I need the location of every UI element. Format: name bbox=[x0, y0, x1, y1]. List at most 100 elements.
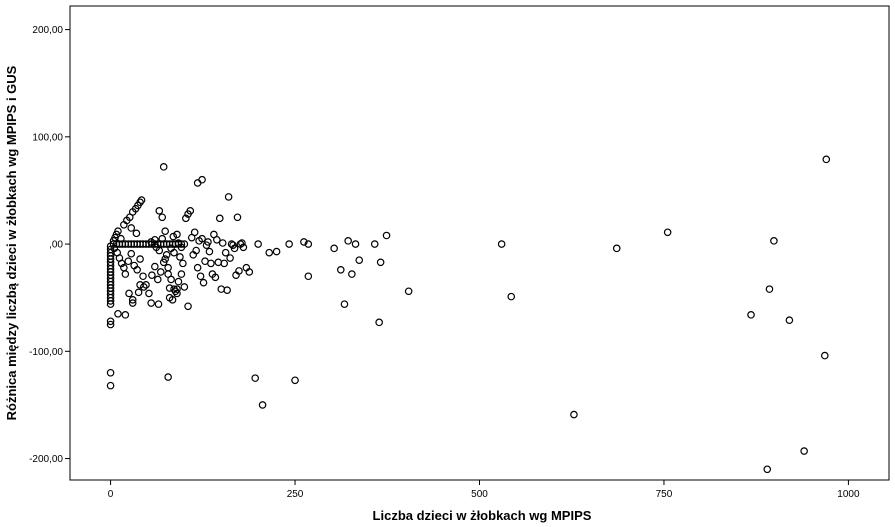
data-point bbox=[106, 320, 115, 329]
y-tick-label: ,00 bbox=[49, 240, 63, 251]
data-point bbox=[137, 196, 146, 204]
data-point bbox=[254, 240, 262, 248]
data-point bbox=[196, 272, 205, 281]
data-point bbox=[190, 228, 199, 237]
data-point bbox=[147, 238, 155, 246]
data-point bbox=[128, 296, 137, 304]
data-point bbox=[159, 163, 168, 171]
data-point bbox=[235, 267, 243, 275]
data-point bbox=[184, 302, 192, 311]
data-point bbox=[151, 235, 159, 244]
data-point bbox=[106, 368, 115, 377]
data-point bbox=[161, 227, 169, 236]
data-point bbox=[117, 259, 126, 268]
data-point bbox=[117, 234, 125, 243]
data-point bbox=[220, 259, 229, 268]
data-point bbox=[106, 381, 115, 390]
data-point bbox=[106, 297, 115, 305]
data-point bbox=[238, 239, 246, 247]
data-point bbox=[192, 246, 200, 255]
data-point bbox=[265, 248, 274, 257]
data-point bbox=[245, 268, 254, 276]
x-tick-label: 250 bbox=[287, 489, 304, 500]
data-point bbox=[233, 213, 242, 222]
x-tick-label: 500 bbox=[471, 489, 488, 500]
data-point bbox=[251, 374, 259, 382]
data-point bbox=[785, 316, 794, 325]
data-point bbox=[145, 289, 153, 298]
data-point bbox=[151, 262, 159, 271]
data-point bbox=[821, 351, 829, 360]
data-point bbox=[173, 289, 181, 298]
data-point bbox=[211, 273, 220, 282]
data-point bbox=[205, 247, 214, 256]
data-point bbox=[404, 287, 413, 296]
data-point bbox=[167, 275, 175, 284]
data-point bbox=[272, 247, 281, 256]
data-point bbox=[164, 373, 172, 381]
data-point bbox=[180, 283, 189, 291]
data-point bbox=[258, 401, 267, 409]
data-point bbox=[747, 311, 755, 319]
data-point bbox=[139, 283, 148, 291]
data-point bbox=[155, 207, 164, 215]
data-point bbox=[106, 317, 115, 326]
data-point bbox=[763, 465, 772, 474]
data-point bbox=[202, 241, 211, 249]
data-point bbox=[179, 259, 187, 268]
data-point bbox=[127, 249, 136, 258]
data-point bbox=[612, 244, 621, 253]
data-point bbox=[198, 175, 206, 184]
data-point bbox=[221, 248, 230, 257]
data-point bbox=[370, 240, 379, 248]
data-point bbox=[161, 255, 169, 263]
data-point bbox=[218, 239, 227, 247]
data-point bbox=[134, 288, 143, 297]
data-point bbox=[155, 246, 164, 255]
y-tick-label: -200,00 bbox=[29, 454, 63, 465]
data-point bbox=[663, 228, 672, 237]
x-tick-label: 1000 bbox=[837, 489, 860, 500]
y-tick-label: 200,00 bbox=[32, 25, 63, 36]
data-point bbox=[800, 447, 808, 455]
data-point bbox=[139, 272, 147, 281]
data-point bbox=[226, 254, 234, 262]
data-point bbox=[132, 229, 141, 238]
data-point bbox=[114, 227, 122, 236]
data-point bbox=[158, 234, 167, 243]
data-point bbox=[300, 238, 308, 246]
x-axis: 0 250 500 750 1000 bbox=[108, 480, 860, 500]
data-point bbox=[291, 376, 299, 385]
data-point bbox=[199, 278, 208, 287]
data-point bbox=[348, 270, 356, 278]
data-point bbox=[182, 214, 190, 223]
data-point bbox=[165, 284, 174, 292]
data-point bbox=[382, 231, 391, 240]
data-point bbox=[224, 193, 233, 201]
data-point bbox=[162, 250, 171, 259]
data-point bbox=[355, 256, 364, 264]
data-point bbox=[125, 289, 133, 298]
data-point bbox=[156, 268, 165, 276]
data-point bbox=[239, 243, 248, 252]
data-point bbox=[173, 285, 181, 293]
data-point bbox=[121, 270, 130, 278]
data-point bbox=[147, 299, 155, 307]
data-point bbox=[106, 300, 115, 308]
data-point bbox=[174, 277, 183, 286]
data-point bbox=[193, 263, 202, 272]
data-point bbox=[375, 318, 383, 327]
data-point bbox=[136, 281, 144, 289]
data-point bbox=[176, 253, 184, 261]
data-point bbox=[186, 207, 195, 215]
y-tick-label: -100,00 bbox=[29, 347, 63, 358]
data-point bbox=[177, 243, 186, 252]
data-point bbox=[213, 235, 221, 244]
data-point bbox=[304, 272, 313, 281]
data-point bbox=[336, 266, 345, 274]
data-point bbox=[124, 257, 133, 266]
data-point bbox=[765, 285, 774, 293]
data-point bbox=[207, 259, 215, 268]
data-point bbox=[285, 240, 293, 248]
